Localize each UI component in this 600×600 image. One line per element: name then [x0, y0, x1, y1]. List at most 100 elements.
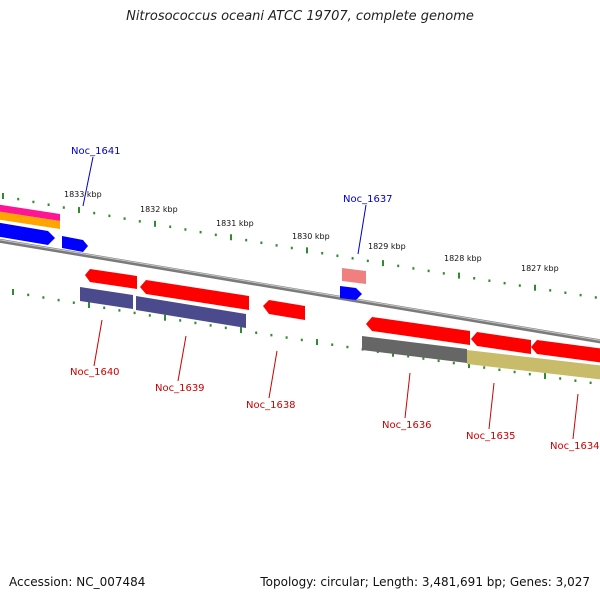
minor-tick — [123, 217, 126, 220]
major-tick — [306, 247, 308, 254]
leader-lines — [82, 156, 579, 440]
leader-noc-1639 — [177, 335, 187, 382]
minor-tick — [275, 244, 278, 247]
gene-noc-1640-red[interactable] — [85, 269, 137, 289]
minor-tick — [270, 333, 273, 337]
major-tick — [12, 289, 14, 295]
minor-tick — [245, 238, 248, 242]
topology-summary: Topology: circular; Length: 3,481,691 bp… — [260, 575, 590, 589]
orange-feature[interactable] — [0, 211, 60, 229]
label-noc-1637[interactable]: Noc_1637 — [343, 194, 393, 205]
scale-label-1827: 1827 kbp — [521, 264, 559, 273]
minor-tick — [118, 309, 121, 312]
major-tick — [468, 362, 470, 369]
leader-noc-1634 — [572, 393, 579, 440]
leader-noc-1637 — [357, 204, 367, 255]
purple-feature-2[interactable] — [136, 296, 246, 328]
label-noc-1641[interactable]: Noc_1641 — [71, 146, 121, 157]
olive-feature[interactable] — [467, 350, 600, 380]
minor-tick — [452, 361, 455, 365]
minor-tick — [72, 301, 75, 304]
gene-noc-1636-red[interactable] — [366, 317, 470, 345]
minor-tick — [103, 306, 106, 310]
minor-tick — [549, 289, 552, 292]
label-noc-1636[interactable]: Noc_1636 — [382, 420, 432, 431]
minor-tick — [42, 296, 45, 299]
major-tick — [458, 272, 460, 279]
minor-tick — [473, 277, 476, 280]
minor-tick — [93, 211, 96, 215]
leader-noc-1635 — [488, 382, 495, 430]
minor-tick — [138, 220, 141, 223]
minor-tick — [518, 284, 521, 287]
leader-noc-1641 — [82, 156, 94, 207]
gray-feature[interactable] — [362, 336, 467, 363]
leader-noc-1636 — [404, 372, 411, 419]
label-noc-1640[interactable]: Noc_1640 — [70, 367, 120, 378]
minor-tick — [407, 355, 410, 358]
scale-label-1831: 1831 kbp — [216, 219, 254, 228]
gene-noc-1634-red[interactable] — [531, 340, 600, 363]
gene-noc-1635-red[interactable] — [471, 332, 531, 354]
scale-labels: 1833 kbp 1832 kbp 1831 kbp 1830 kbp 1829… — [64, 190, 559, 273]
minor-tick — [199, 230, 202, 234]
leader-noc-1640 — [93, 319, 103, 367]
minor-tick — [589, 381, 592, 385]
label-noc-1635[interactable]: Noc_1635 — [466, 431, 516, 442]
scale-label-1828: 1828 kbp — [444, 254, 482, 263]
minor-tick — [513, 370, 516, 374]
minor-tick — [351, 257, 354, 260]
minor-tick — [194, 321, 197, 325]
reverse-genes — [80, 269, 600, 380]
major-tick — [2, 193, 4, 199]
upper-tick-row — [2, 193, 597, 299]
label-noc-1634[interactable]: Noc_1634 — [550, 441, 600, 452]
minor-tick — [133, 311, 136, 315]
minor-tick — [412, 267, 415, 270]
minor-tick — [442, 272, 445, 275]
gene-noc-1637-blue[interactable] — [340, 286, 362, 300]
minor-tick — [17, 197, 20, 201]
blue-feature-left[interactable] — [0, 222, 55, 245]
leader-noc-1638 — [268, 350, 278, 399]
minor-tick — [427, 269, 430, 273]
gene-noc-1639-red[interactable] — [140, 280, 249, 310]
minor-tick — [574, 379, 577, 382]
magenta-feature[interactable] — [0, 204, 60, 221]
minor-tick — [290, 246, 293, 250]
minor-tick — [255, 331, 258, 334]
minor-tick — [564, 291, 567, 294]
minor-tick — [498, 368, 501, 372]
major-tick — [240, 327, 242, 334]
purple-feature-1[interactable] — [80, 287, 133, 309]
minor-tick — [528, 372, 531, 376]
map-title: Nitrosococcus oceani ATCC 19707, complet… — [126, 9, 474, 24]
major-tick — [154, 220, 156, 227]
minor-tick — [179, 319, 182, 322]
minor-tick — [437, 359, 440, 363]
gene-noc-1638-red[interactable] — [263, 300, 305, 320]
label-noc-1638[interactable]: Noc_1638 — [246, 400, 296, 411]
minor-tick — [148, 314, 151, 317]
label-noc-1639[interactable]: Noc_1639 — [155, 383, 205, 394]
minor-tick — [57, 298, 60, 302]
minor-tick — [594, 296, 597, 299]
minor-tick — [184, 228, 187, 231]
scale-label-1830: 1830 kbp — [292, 232, 330, 241]
major-tick — [382, 260, 384, 267]
gene-noc-1637-pink[interactable] — [342, 268, 366, 284]
major-tick — [164, 314, 166, 321]
major-tick — [78, 207, 80, 214]
minor-tick — [214, 233, 217, 237]
major-tick — [544, 373, 546, 380]
minor-tick — [336, 254, 339, 258]
scale-label-1829: 1829 kbp — [368, 242, 406, 251]
minor-tick — [503, 281, 506, 285]
minor-tick — [62, 206, 65, 209]
blue-feature-small[interactable] — [62, 236, 88, 252]
minor-tick — [27, 293, 30, 297]
minor-tick — [108, 214, 111, 218]
minor-tick — [32, 200, 35, 204]
minor-tick — [397, 264, 400, 268]
scale-label-1833: 1833 kbp — [64, 190, 102, 199]
